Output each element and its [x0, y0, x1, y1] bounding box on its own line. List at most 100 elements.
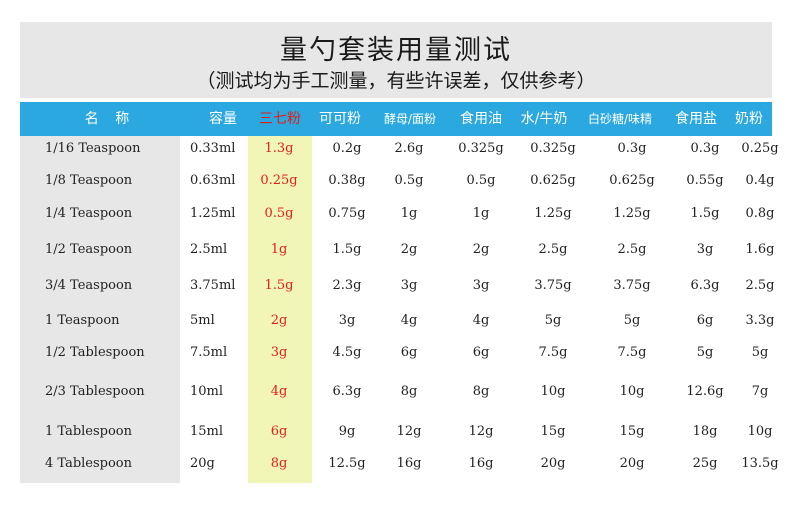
table-cell: 7.5g — [617, 345, 647, 360]
header-salt: 食用盐 — [675, 111, 717, 127]
table-cell: 6g — [400, 345, 418, 360]
table-header: 名 称 容量 三七粉 可可粉 酵母/面粉 食用油 水/牛奶 白砂糖/味精 食用盐… — [20, 102, 772, 136]
header-oil: 食用油 — [460, 111, 502, 127]
table-cell: 16g — [468, 456, 494, 471]
page-title: 量勺套装用量测试 — [280, 35, 512, 66]
table-cell: 6g — [270, 424, 288, 439]
header-sanqi: 三七粉 — [259, 111, 301, 127]
table-cell: 7.5ml — [190, 345, 228, 360]
table-cell: 0.3g — [617, 141, 647, 156]
table-cell: 5g — [751, 345, 769, 360]
table-cell: 4g — [270, 384, 288, 399]
table-cell: 8g — [270, 456, 288, 471]
table-cell: 6g — [472, 345, 490, 360]
table-cell: 5ml — [190, 313, 215, 328]
table-cell: 10g — [747, 424, 773, 439]
table-cell: 3.75g — [534, 278, 572, 293]
table-cell: 4g — [472, 313, 490, 328]
table-cell: 2.6g — [394, 141, 424, 156]
row-label: 1/4 Teaspoon — [45, 206, 133, 221]
table-cell: 2.5g — [538, 242, 568, 257]
table-cell: 2g — [472, 242, 490, 257]
table-cell: 2.5g — [617, 242, 647, 257]
row-label: 1 Teaspoon — [45, 313, 120, 328]
highlight-column — [248, 102, 312, 483]
row-label: 1/16 Teaspoon — [45, 141, 141, 156]
table-cell: 1.6g — [745, 242, 775, 257]
table-cell: 13.5g — [741, 456, 779, 471]
table-cell: 1g — [270, 242, 288, 257]
table-cell: 3.3g — [745, 313, 775, 328]
table-cell: 0.25g — [741, 141, 779, 156]
table-cell: 3.75ml — [190, 278, 236, 293]
table-cell: 0.55g — [686, 173, 724, 188]
table-cell: 3g — [696, 242, 714, 257]
table-cell: 1.5g — [264, 278, 294, 293]
row-label: 1/2 Teaspoon — [45, 242, 133, 257]
table-cell: 12g — [396, 424, 422, 439]
header-name: 名 称 — [84, 111, 136, 127]
table-cell: 3g — [338, 313, 356, 328]
table-cell: 0.625g — [609, 173, 655, 188]
table-cell: 10ml — [190, 384, 224, 399]
row-label: 4 Tablespoon — [45, 456, 133, 471]
table-cell: 0.8g — [745, 206, 775, 221]
table-cell: 20g — [190, 456, 215, 471]
row-label: 3/4 Teaspoon — [45, 278, 133, 293]
table-cell: 18g — [692, 424, 718, 439]
table-cell: 4.5g — [332, 345, 362, 360]
table-cell: 0.75g — [328, 206, 366, 221]
table-cell: 2.3g — [332, 278, 362, 293]
table-cell: 8g — [472, 384, 490, 399]
header-water-milk: 水/牛奶 — [520, 111, 568, 127]
table-cell: 6g — [696, 313, 714, 328]
table-cell: 3g — [472, 278, 490, 293]
table-cell: 1g — [472, 206, 490, 221]
table-cell: 0.325g — [530, 141, 576, 156]
table-cell: 1.25g — [534, 206, 572, 221]
table-cell: 5g — [623, 313, 641, 328]
table-cell: 3g — [270, 345, 288, 360]
table-cell: 6.3g — [690, 278, 720, 293]
table-cell: 5g — [544, 313, 562, 328]
table-cell: 2g — [400, 242, 418, 257]
table-cell: 0.5g — [394, 173, 424, 188]
header-cocoa: 可可粉 — [319, 111, 361, 127]
row-label: 1/2 Tablespoon — [45, 345, 145, 360]
table-cell: 1.3g — [264, 141, 294, 156]
header-sugar: 白砂糖/味精 — [587, 112, 653, 126]
table-cell: 10g — [619, 384, 645, 399]
table-cell: 0.5g — [264, 206, 294, 221]
table-cell: 7g — [751, 384, 769, 399]
table-cell: 15ml — [190, 424, 224, 439]
table-cell: 2.5g — [745, 278, 775, 293]
table-cell: 15g — [540, 424, 566, 439]
row-label: 2/3 Tablespoon — [45, 384, 145, 399]
table-cell: 3.75g — [613, 278, 651, 293]
table-cell: 0.63ml — [190, 173, 236, 188]
header-capacity: 容量 — [209, 111, 237, 127]
row-label-band — [20, 136, 180, 483]
table-cell: 3g — [400, 278, 418, 293]
table-cell: 0.25g — [260, 173, 298, 188]
table-cell: 0.38g — [328, 173, 366, 188]
table-cell: 16g — [396, 456, 422, 471]
table-cell: 0.4g — [745, 173, 775, 188]
table-cell: 12.6g — [686, 384, 724, 399]
table-cell: 1.25ml — [190, 206, 236, 221]
table-cell: 20g — [619, 456, 645, 471]
table-cell: 0.325g — [458, 141, 504, 156]
table-cell: 5g — [696, 345, 714, 360]
header-yeast-flour: 酵母/面粉 — [383, 112, 437, 126]
table-cell: 4g — [400, 313, 418, 328]
table-cell: 0.625g — [530, 173, 576, 188]
table-cell: 2.5ml — [190, 242, 228, 257]
title-band: 量勺套装用量测试 （测试均为手工测量，有些许误差，仅供参考） — [20, 22, 772, 98]
table-cell: 0.2g — [332, 141, 362, 156]
table-cell: 0.3g — [690, 141, 720, 156]
row-label: 1 Tablespoon — [45, 424, 133, 439]
table-cell: 1g — [400, 206, 418, 221]
table-cell: 0.5g — [466, 173, 496, 188]
table-cell: 7.5g — [538, 345, 568, 360]
table-cell: 1.5g — [332, 242, 362, 257]
